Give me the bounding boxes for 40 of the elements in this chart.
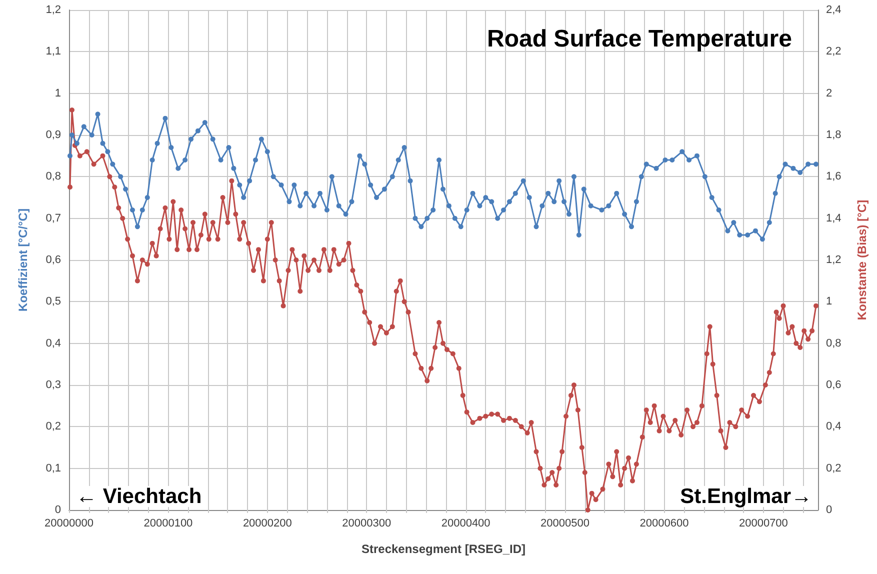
- y2-tick-label: 0,2: [826, 462, 842, 474]
- y2-tick-label: 1,6: [826, 170, 842, 183]
- y-tick-label: 0,9: [46, 129, 61, 141]
- y2-tick-label: 2: [826, 87, 832, 100]
- y-tick-label: 0,3: [46, 379, 61, 391]
- y2-tick-label: 0: [826, 504, 832, 516]
- x-axis-title: Streckensegment [RSEG_ID]: [361, 542, 526, 556]
- y2-tick-label: 1: [826, 296, 832, 308]
- annotation: ← Viechtach: [76, 485, 202, 508]
- y2-tick-label: 2,2: [826, 46, 842, 58]
- y-tick-label: 0,1: [46, 462, 61, 474]
- y-tick-label: 0,6: [46, 254, 61, 266]
- x-tick-label: 20000700: [738, 518, 788, 530]
- y2-tick-label: 1,2: [826, 254, 842, 266]
- x-tick-label: 20000100: [144, 518, 193, 530]
- x-tick-label: 20000200: [242, 518, 292, 530]
- text: Road Surface Temperature: [487, 26, 792, 52]
- x-tick-label: 20000600: [640, 518, 689, 530]
- y2-tick-label: 1,8: [826, 129, 842, 141]
- y-axis-title: Koeffizient [°C/°C]: [16, 208, 30, 312]
- y2-tick-label: 0,6: [826, 379, 842, 391]
- y2-tick-label: 1,4: [826, 212, 842, 224]
- y-tick-label: 0,8: [46, 170, 61, 183]
- y-tick-label: 0,4: [46, 337, 61, 350]
- y2-tick-label: 0,8: [826, 337, 842, 350]
- y-tick-label: 0: [54, 504, 61, 516]
- y-tick-label: 0,7: [46, 212, 61, 224]
- y-tick-label: 1,1: [46, 46, 61, 58]
- x-tick-label: 20000300: [342, 518, 392, 530]
- y2-tick-label: 0,4: [826, 420, 842, 433]
- x-tick-label: 20000400: [441, 518, 490, 530]
- x-tick-label: 20000000: [44, 518, 94, 530]
- y2-tick-label: 2,4: [826, 4, 842, 16]
- y-tick-label: 0,2: [46, 420, 61, 433]
- x-tick-label: 20000500: [540, 518, 590, 530]
- y-tick-label: 0,5: [46, 296, 61, 308]
- y2-axis-title: Konstante (Bias) [°C]: [855, 200, 869, 320]
- y-tick-label: 1: [54, 87, 61, 100]
- annotation: St.Englmar→: [680, 485, 812, 508]
- y-tick-label: 1,2: [46, 4, 61, 16]
